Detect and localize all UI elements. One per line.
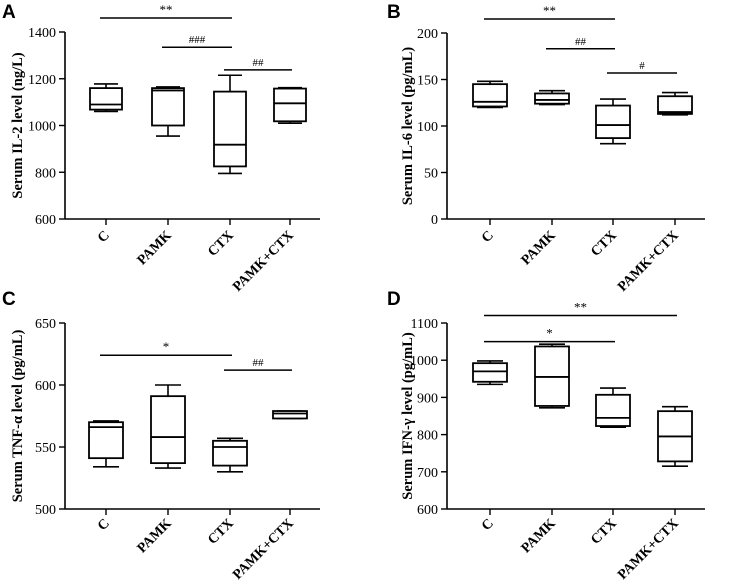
box-iqr	[273, 87, 307, 123]
significance-label: ###	[189, 34, 206, 46]
y-tick-label: 500	[35, 503, 56, 518]
y-tick-label: 650	[35, 317, 56, 332]
box-iqr	[595, 104, 631, 139]
box-pamk	[534, 343, 570, 409]
box-c	[89, 83, 123, 113]
x-tick-label: PAMK	[519, 516, 559, 556]
y-axis-title: Serum IL-2 level (ng/L)	[10, 52, 26, 198]
x-tick-label: CTX	[588, 516, 620, 548]
significance-label: **	[543, 3, 556, 18]
significance-label: ##	[253, 357, 265, 369]
box-c	[472, 360, 508, 386]
y-tick-label: 600	[417, 503, 438, 518]
x-tick-label: C	[95, 516, 113, 534]
x-tick-label: CTX	[205, 516, 237, 548]
panel-c: C 500 550 600 650 Serum TNF-α level (pg/mL) C P…	[2, 289, 320, 583]
x-tick-label: CTX	[588, 228, 620, 260]
box-iqr	[595, 393, 631, 427]
y-tick-label: 700	[417, 466, 438, 481]
box-c	[88, 420, 124, 468]
y-tick-label: 1100	[411, 317, 438, 332]
box-iqr	[212, 439, 248, 467]
x-tick-label: PAMK+CTX	[230, 516, 297, 583]
y-tick-label: 1000	[410, 354, 438, 369]
significance-label: **	[160, 2, 173, 17]
box-iqr	[472, 83, 508, 108]
y-tick-label: 200	[417, 27, 438, 42]
box-iqr	[213, 90, 247, 168]
panel-label: A	[2, 2, 16, 23]
x-tick-label: C	[95, 228, 113, 246]
box-pamk-ctx	[657, 405, 693, 468]
box-pamk	[150, 384, 186, 469]
box-c	[472, 80, 508, 109]
y-tick-label: 600	[35, 379, 56, 394]
box-iqr	[272, 410, 308, 420]
x-tick-label: PAMK	[135, 228, 175, 268]
panel-label: B	[387, 2, 401, 23]
x-tick-label: PAMK+CTX	[615, 516, 682, 583]
box-pamk-ctx	[273, 86, 307, 124]
panel-label: D	[387, 289, 401, 310]
y-tick-label: 800	[35, 166, 56, 181]
y-tick-label: 1000	[28, 120, 56, 135]
y-tick-label: 1200	[28, 73, 56, 88]
x-tick-label: C	[479, 228, 497, 246]
significance-label: ##	[575, 36, 587, 48]
box-ctx	[595, 98, 631, 145]
x-tick-label: PAMK+CTX	[230, 228, 297, 295]
box-iqr	[534, 92, 570, 105]
box-ctx	[212, 437, 248, 473]
y-tick-label: 150	[417, 74, 438, 89]
box-iqr	[88, 421, 124, 460]
box-pamk	[151, 86, 185, 137]
y-tick-label: 1400	[28, 26, 56, 41]
y-tick-label: 600	[35, 213, 56, 228]
x-tick-label: PAMK	[135, 516, 175, 556]
box-iqr	[150, 395, 186, 465]
significance-label: *	[546, 326, 553, 341]
x-tick-label: PAMK	[519, 228, 559, 268]
significance-label: **	[574, 300, 587, 315]
significance-label: ##	[253, 57, 265, 69]
box-ctx	[595, 387, 631, 428]
significance-label: *	[163, 339, 170, 354]
panel-label: C	[2, 289, 16, 310]
box-pamk-ctx	[657, 91, 693, 116]
box-iqr	[151, 87, 185, 127]
box-pamk-ctx	[272, 410, 308, 420]
x-tick-label: CTX	[205, 228, 237, 260]
box-iqr	[89, 87, 123, 111]
y-axis-title: Serum IL-6 level (pg/mL)	[400, 47, 416, 205]
box-iqr	[657, 95, 693, 115]
y-tick-label: 800	[417, 429, 438, 444]
x-tick-label: PAMK+CTX	[615, 228, 682, 295]
y-tick-label: 50	[424, 167, 438, 182]
significance-label: #	[639, 60, 645, 72]
y-tick-label: 100	[417, 120, 438, 135]
box-ctx	[213, 74, 247, 175]
y-tick-label: 550	[35, 441, 56, 456]
y-axis-title: Serum TNF-α level (pg/mL)	[10, 330, 26, 503]
y-tick-label: 0	[431, 213, 438, 228]
box-pamk	[534, 89, 570, 106]
y-tick-label: 900	[417, 391, 438, 406]
y-axis-title: Serum IFN-γ level (pg/mL)	[400, 332, 416, 500]
box-iqr	[472, 362, 508, 383]
x-tick-label: C	[479, 516, 497, 534]
